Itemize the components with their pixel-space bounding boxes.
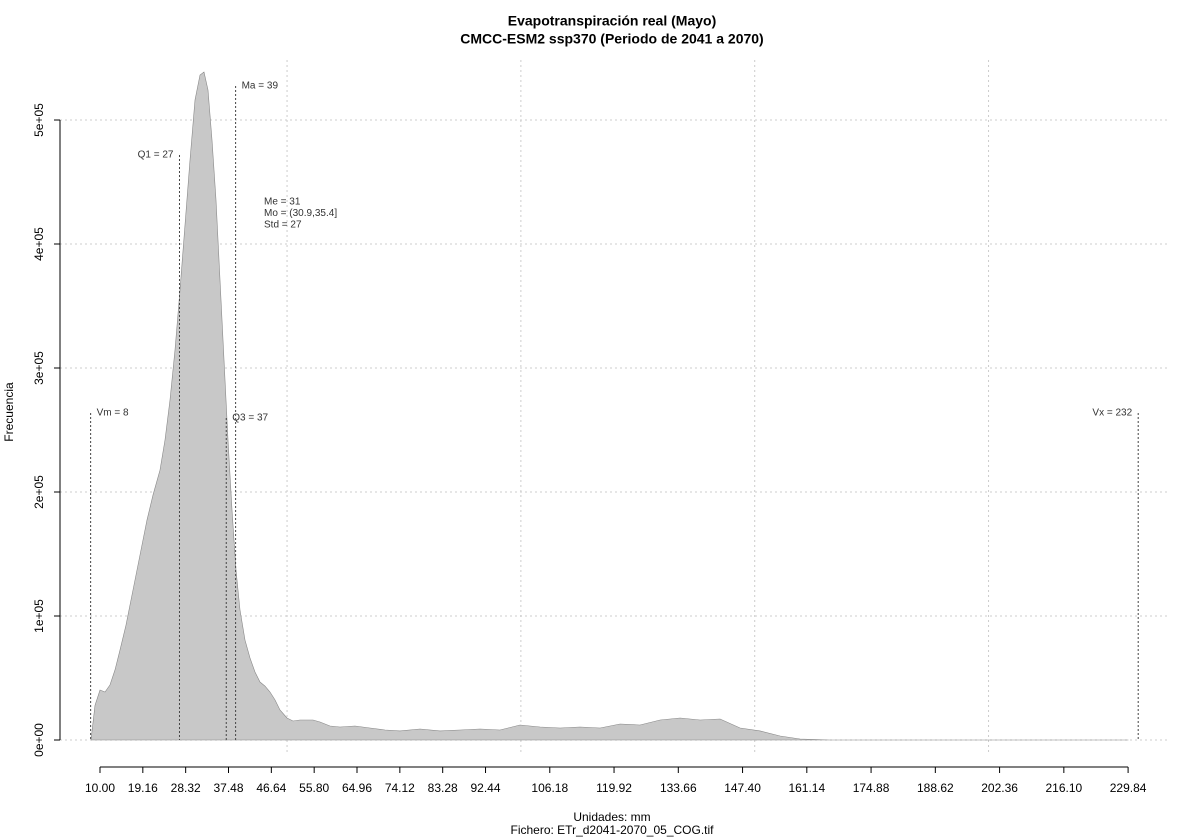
stat-summary: Std = 27 [264,220,302,231]
stat-label: Ma = 39 [242,81,279,92]
stat-summary: Me = 31 [264,197,301,208]
stat-label: Vm = 8 [97,408,129,419]
chart-title: Evapotranspiración real (Mayo) [508,13,717,29]
x-tick-label: 133.66 [660,781,697,795]
y-axis-label: Frecuencia [2,382,16,442]
x-tick-label: 28.32 [171,781,201,795]
x-tick-label: 74.12 [385,781,415,795]
x-tick-label: 83.28 [428,781,458,795]
x-tick-label: 188.62 [917,781,954,795]
x-tick-label: 216.10 [1045,781,1082,795]
x-tick-label: 46.64 [256,781,286,795]
y-tick-label: 5e+05 [32,103,46,137]
chart-subtitle: CMCC-ESM2 ssp370 (Periodo de 2041 a 2070… [460,31,763,47]
x-tick-label: 202.36 [981,781,1018,795]
x-tick-label: 106.18 [531,781,568,795]
stat-summary: Mo = (30.9,35.4] [264,208,337,219]
stat-label: Q3 = 37 [232,413,268,424]
y-tick-label: 1e+05 [32,599,46,633]
x-tick-label: 37.48 [213,781,243,795]
x-tick-label: 19.16 [128,781,158,795]
stat-label: Vx = 232 [1092,408,1132,419]
x-tick-label: 64.96 [342,781,372,795]
x-tick-label: 119.92 [596,781,632,795]
x-axis-label: Unidades: mm [573,810,650,824]
x-tick-label: 161.14 [788,781,825,795]
x-tick-label: 10.00 [85,781,115,795]
x-tick-label: 147.40 [724,781,761,795]
y-tick-label: 0e+00 [32,723,46,757]
footer: Fichero: ETr_d2041-2070_05_COG.tif [511,823,715,837]
y-tick-label: 2e+05 [32,475,46,509]
x-tick-label: 174.88 [853,781,890,795]
stat-label: Q1 = 27 [138,150,174,161]
x-tick-label: 55.80 [299,781,329,795]
density-area [90,71,1129,741]
x-tick-label: 92.44 [471,781,501,795]
y-tick-label: 3e+05 [32,351,46,385]
y-tick-label: 4e+05 [32,227,46,261]
x-tick-label: 229.84 [1110,781,1147,795]
